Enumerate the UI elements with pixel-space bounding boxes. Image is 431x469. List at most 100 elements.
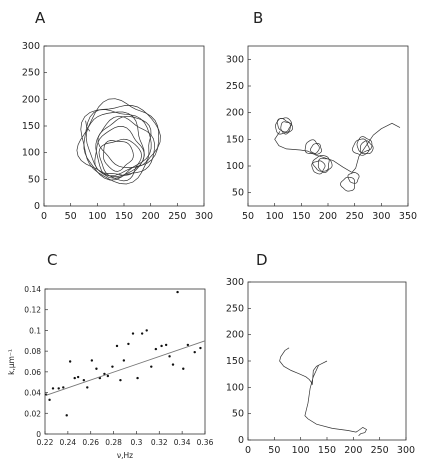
x-tick-label-b-3: 200 bbox=[319, 211, 337, 222]
data-point-10 bbox=[86, 386, 89, 389]
trajectory-loop-a-0 bbox=[80, 105, 161, 185]
y-tick-label-a-2: 100 bbox=[22, 148, 40, 159]
y-tick-label-c-7: 0.14 bbox=[24, 285, 41, 294]
y-axis-label-c: k,μm⁻¹ bbox=[7, 349, 16, 375]
y-tick-label-a-5: 250 bbox=[22, 68, 40, 79]
data-point-1 bbox=[48, 398, 51, 402]
panel-d: D 0 50 100 150 200 250 300 0 50 100 150 200 250 300 bbox=[226, 251, 415, 456]
y-tick-label-d-5: 250 bbox=[226, 303, 244, 314]
data-point-19 bbox=[122, 359, 126, 362]
y-tick-label-b-1: 100 bbox=[226, 161, 244, 172]
plot-frame-c bbox=[44, 288, 206, 435]
y-tick-label-a-6: 300 bbox=[22, 41, 40, 52]
x-tick-label-a-2: 100 bbox=[88, 211, 106, 222]
panel-a: A 0 50 100 150 200 250 300 0 50 100 150 200 250 300 bbox=[22, 9, 213, 222]
y-tick-label-c-5: 0.1 bbox=[29, 326, 41, 335]
data-point-28 bbox=[164, 343, 168, 347]
y-tick-label-c-1: 0.02 bbox=[24, 409, 41, 418]
y-tick-label-d-0: 0 bbox=[238, 435, 244, 446]
trajectory-loop-b-6 bbox=[311, 160, 326, 175]
trajectory-loop-b-0 bbox=[276, 117, 292, 133]
x-tick-label-a-5: 250 bbox=[168, 211, 186, 222]
y-tick-label-d-1: 50 bbox=[232, 409, 244, 420]
panel-c: C ν,Hz k,μm⁻¹ 0.22 0.24 0.26 0.28 0.3 0.32 0.3… bbox=[7, 251, 214, 460]
data-point-30 bbox=[171, 363, 175, 366]
x-tick-label-a-1: 50 bbox=[65, 211, 77, 222]
y-tick-label-c-4: 0.08 bbox=[24, 347, 41, 356]
y-tick-label-d-3: 150 bbox=[226, 356, 244, 367]
trajectory-loop-b-4 bbox=[310, 143, 322, 155]
x-tick-label-d-2: 100 bbox=[292, 445, 310, 456]
data-point-21 bbox=[131, 332, 135, 335]
trajectory-loop-b-11 bbox=[340, 176, 355, 192]
trajectory-loop-b-9 bbox=[359, 140, 374, 155]
plot-frame-a bbox=[43, 45, 205, 207]
data-point-8 bbox=[76, 375, 80, 379]
data-point-14 bbox=[103, 372, 106, 376]
panel-letter-d: D bbox=[256, 251, 268, 269]
data-point-17 bbox=[115, 344, 119, 348]
y-tick-label-c-0: 0 bbox=[36, 430, 41, 439]
x-tick-label-b-0: 50 bbox=[242, 211, 254, 222]
scatter-points-c bbox=[44, 290, 206, 417]
x-tick-label-d-1: 50 bbox=[268, 445, 280, 456]
x-tick-label-d-4: 200 bbox=[344, 445, 362, 456]
trajectory-a bbox=[76, 98, 161, 185]
x-tick-label-b-6: 350 bbox=[399, 211, 417, 222]
x-tick-label-c-1: 0.24 bbox=[60, 438, 77, 447]
trajectory-loop-a-8 bbox=[85, 98, 160, 177]
data-point-24 bbox=[145, 329, 148, 332]
y-tick-label-d-6: 300 bbox=[226, 277, 244, 288]
y-tick-label-b-4: 250 bbox=[226, 81, 244, 92]
data-point-15 bbox=[106, 374, 110, 378]
x-tick-label-c-6: 0.34 bbox=[174, 438, 191, 447]
trajectory-loop-a-2 bbox=[95, 115, 155, 179]
data-point-35 bbox=[199, 346, 202, 350]
trajectory-loop-b-12 bbox=[347, 172, 360, 184]
trajectory-d bbox=[279, 347, 367, 437]
x-tick-label-c-0: 0.22 bbox=[37, 438, 54, 447]
panel-letter-c: C bbox=[47, 251, 57, 269]
y-tick-label-d-2: 100 bbox=[226, 382, 244, 393]
y-tick-label-c-3: 0.06 bbox=[24, 368, 41, 377]
panel-letter-b: B bbox=[253, 9, 263, 27]
data-point-6 bbox=[68, 360, 72, 363]
trajectory-loop-b-2 bbox=[275, 117, 291, 135]
data-point-11 bbox=[90, 359, 94, 362]
tick-labels-d: 0 50 100 150 200 250 300 0 50 100 150 200 250 300 bbox=[226, 277, 415, 456]
trajectory-b bbox=[274, 117, 401, 192]
data-point-3 bbox=[57, 387, 60, 390]
x-tick-label-a-3: 150 bbox=[115, 211, 133, 222]
x-tick-label-d-6: 300 bbox=[397, 445, 415, 456]
x-tick-label-b-2: 150 bbox=[292, 211, 310, 222]
trajectory-loop-b-10 bbox=[352, 138, 370, 156]
trajectory-loop-a-4 bbox=[76, 111, 145, 177]
trajectory-path-a bbox=[85, 120, 91, 132]
y-tick-label-b-2: 150 bbox=[226, 134, 244, 145]
x-axis-label-c: ν,Hz bbox=[117, 451, 133, 460]
x-tick-label-b-5: 300 bbox=[372, 211, 390, 222]
y-tick-label-b-0: 50 bbox=[232, 188, 244, 199]
data-point-2 bbox=[51, 387, 55, 390]
x-tick-label-a-0: 0 bbox=[41, 211, 47, 222]
data-point-4 bbox=[62, 386, 65, 389]
data-point-26 bbox=[154, 347, 158, 351]
data-point-23 bbox=[140, 332, 144, 335]
tick-labels-c: 0.22 0.24 0.26 0.28 0.3 0.32 0.34 0.36 0 0.02 0.04… bbox=[24, 285, 213, 447]
y-tick-label-a-3: 150 bbox=[22, 121, 40, 132]
x-tick-label-b-4: 250 bbox=[346, 211, 364, 222]
data-point-29 bbox=[168, 355, 171, 358]
data-point-12 bbox=[95, 367, 98, 370]
x-tick-label-c-2: 0.26 bbox=[82, 438, 99, 447]
x-tick-label-a-6: 300 bbox=[195, 211, 213, 222]
y-tick-label-c-6: 0.12 bbox=[24, 306, 41, 315]
trajectory-loop-a-7 bbox=[103, 140, 134, 172]
data-point-5 bbox=[65, 414, 68, 417]
x-tick-label-d-0: 0 bbox=[245, 445, 251, 456]
trajectory-path-d bbox=[279, 347, 367, 437]
trajectory-loop-a-1 bbox=[83, 109, 152, 181]
data-point-20 bbox=[127, 342, 130, 346]
y-tick-label-a-1: 50 bbox=[28, 174, 40, 185]
data-point-22 bbox=[136, 376, 139, 380]
